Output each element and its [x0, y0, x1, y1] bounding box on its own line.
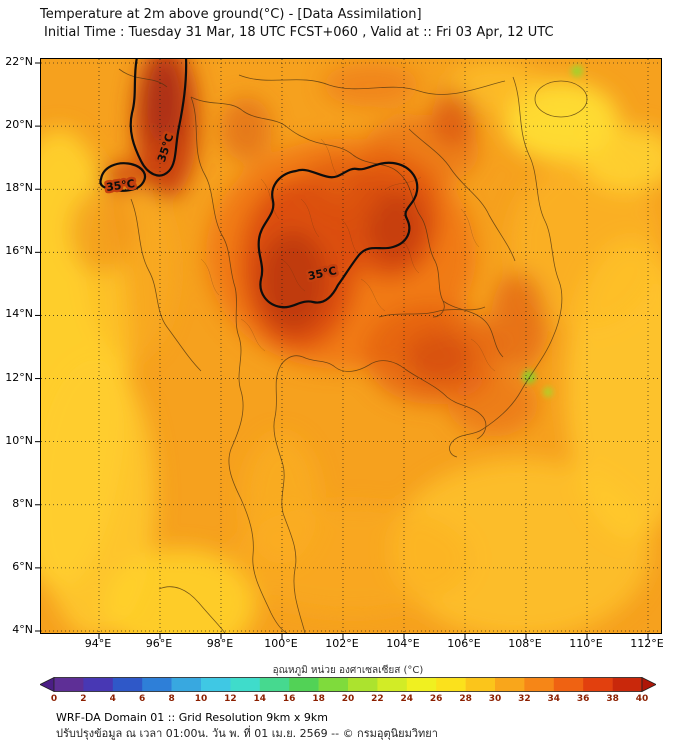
colorbar-tick-value: 38 [606, 694, 619, 704]
contour-central-thailand [257, 161, 419, 309]
colorbar-tick-value: 32 [518, 694, 531, 704]
colorbar-segment [406, 677, 437, 692]
colorbar-tick-value: 28 [459, 694, 472, 704]
colorbar-segment [83, 677, 114, 692]
colorbar-segment [54, 677, 84, 692]
cool-green-spots [522, 65, 583, 397]
lat-tick-label: 6°N [12, 559, 33, 573]
colorbar-tick-value: 2 [80, 694, 87, 704]
colorbar-segment [553, 677, 584, 692]
page-title: Temperature at 2m above ground(°C) - [Da… [40, 7, 422, 22]
lon-tick-label: 102°E [325, 637, 359, 650]
lon-tick-label: 108°E [508, 637, 542, 650]
colorbar-label: อุณหภูมิ หน่วย องศาเซลเซียส (°C) [272, 665, 424, 676]
colorbar-tick-value: 6 [139, 694, 146, 704]
colorbar-tick-value: 14 [253, 694, 267, 704]
colorbar-tick-value: 8 [168, 694, 175, 704]
page-subtitle: Initial Time : Tuesday 31 Mar, 18 UTC FC… [44, 25, 554, 40]
lat-tick-label: 8°N [12, 496, 33, 510]
lon-tick-label: 104°E [386, 637, 420, 650]
colorbar-tick-value: 4 [109, 694, 116, 704]
update-copyright-text: ปรับปรุงข้อมูล ณ เวลา 01:00น. วัน พ. ที่… [56, 727, 438, 740]
colorbar-tick-value: 34 [547, 694, 561, 704]
lon-tick-label: 98°E [206, 637, 234, 650]
colorbar-segment [436, 677, 466, 692]
longitude-axis: 94°E 96°E 98°E 100°E 102°E 104°E 106°E 108°E 110… [40, 637, 664, 653]
colorbar-segment [289, 677, 319, 692]
colorbar-segment [377, 677, 408, 692]
lat-tick-label: 22°N [5, 55, 33, 68]
colorbar-segment [171, 677, 202, 692]
grid-lines [41, 59, 661, 633]
lon-tick-label: 96°E [145, 637, 173, 650]
colorbar-segment [348, 677, 378, 692]
lat-tick-label: 16°N [5, 244, 33, 258]
lat-tick-label: 18°N [5, 181, 33, 195]
colorbar-segment [142, 677, 172, 692]
colorbar-tick-value: 40 [635, 694, 649, 704]
lat-tick-label: 14°N [5, 307, 33, 321]
colorbar-segment [495, 677, 525, 692]
temperature-map: 35°C 35°C 35°C [35, 59, 661, 639]
colorbar-segment [465, 677, 496, 692]
colorbar-gradient [39, 676, 657, 693]
colorbar-segment [583, 677, 613, 692]
latitude-axis: 22°N 20°N 18°N 16°N 14°N 12°N 10°N 8°N 6°N 4°N [0, 55, 36, 636]
colorbar-segment [230, 677, 261, 692]
contour-35c [99, 59, 419, 309]
colorbar-segment [524, 677, 555, 692]
colorbar-tick-value: 36 [576, 694, 590, 704]
colorbar-tick-labels: 0 2 4 6 8 10 12 14 16 18 20 22 24 26 28 30 32 34 36 38 40 [40, 694, 656, 706]
colorbar-tick-value: 16 [282, 694, 296, 704]
colorbar-segment [112, 677, 143, 692]
lon-tick-label: 94°E [84, 637, 112, 650]
lon-tick-label: 110°E [569, 637, 603, 650]
lat-tick-label: 4°N [12, 622, 33, 636]
colorbar-tick-value: 20 [341, 694, 355, 704]
lat-tick-label: 10°N [5, 433, 33, 447]
lon-tick-label: 112°E [630, 637, 664, 650]
contour-small-oval [99, 162, 147, 192]
colorbar-tick-value: 10 [194, 694, 208, 704]
colorbar [39, 676, 657, 693]
colorbar-segment [612, 677, 643, 692]
lon-tick-label: 106°E [447, 637, 481, 650]
colorbar-left-arrow [39, 676, 55, 693]
colorbar-segment [259, 677, 290, 692]
model-info-text: WRF-DA Domain 01 :: Grid Resolution 9km … [56, 711, 328, 724]
colorbar-tick-value: 18 [312, 694, 325, 704]
colorbar-tick-value: 0 [50, 694, 58, 704]
colorbar-tick-value: 30 [488, 694, 502, 704]
lat-tick-label: 12°N [5, 370, 33, 384]
map-frame: 35°C 35°C 35°C [35, 58, 662, 639]
country-borders [118, 68, 588, 633]
colorbar-segment [318, 677, 349, 692]
colorbar-segment [201, 677, 231, 692]
lat-tick-label: 20°N [5, 118, 33, 132]
colorbar-tick-value: 12 [224, 694, 237, 704]
colorbar-tick-value: 24 [400, 694, 414, 704]
contour-myanmar-valley [129, 59, 188, 177]
colorbar-tick-value: 22 [371, 694, 384, 704]
lon-tick-label: 100°E [264, 637, 298, 650]
heat-field [41, 59, 661, 633]
colorbar-right-arrow [641, 676, 657, 693]
axis-tick-marks [35, 62, 649, 639]
colorbar-tick-value: 26 [429, 694, 443, 704]
